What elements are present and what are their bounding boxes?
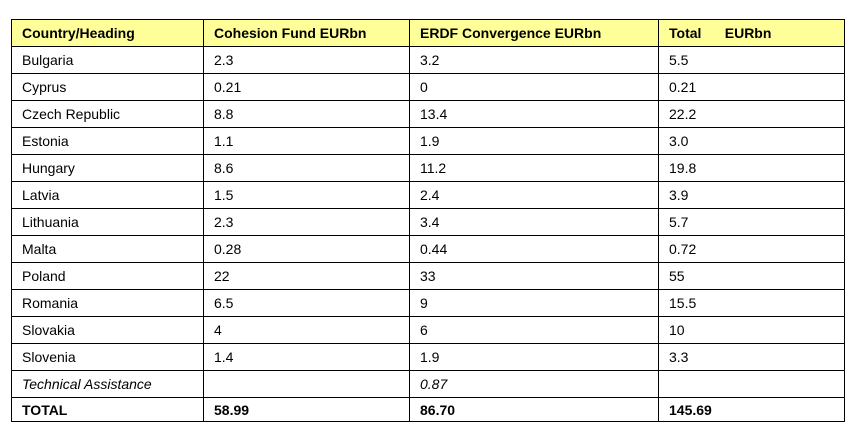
total-total: 145.69 <box>658 397 845 422</box>
funding-table: Country/Heading Cohesion Fund EURbn ERDF… <box>11 19 845 422</box>
cell-erdf: 1.9 <box>409 127 659 155</box>
cell-total: 22.2 <box>658 100 845 128</box>
cell-cohesion: 22 <box>203 262 410 290</box>
cell-country: Malta <box>11 235 204 263</box>
cell-cohesion: 1.5 <box>203 181 410 209</box>
cell-cohesion: 1.1 <box>203 127 410 155</box>
cell-erdf: 6 <box>409 316 659 344</box>
cell-cohesion: 2.3 <box>203 46 410 74</box>
cell-erdf: 33 <box>409 262 659 290</box>
cell-erdf: 9 <box>409 289 659 317</box>
table-row: Cyprus 0.21 0 0.21 <box>11 73 845 101</box>
table-row: Slovakia 4 6 10 <box>11 316 845 344</box>
cell-total: 3.0 <box>658 127 845 155</box>
table-row: Hungary 8.6 11.2 19.8 <box>11 154 845 182</box>
cell-total: 0.72 <box>658 235 845 263</box>
table-body: Bulgaria 2.3 3.2 5.5 Cyprus 0.21 0 0.21 … <box>11 46 845 398</box>
cell-total: 3.3 <box>658 343 845 371</box>
cell-country: Czech Republic <box>11 100 204 128</box>
cell-cohesion: 6.5 <box>203 289 410 317</box>
table-row: Romania 6.5 9 15.5 <box>11 289 845 317</box>
cell-erdf: 3.2 <box>409 46 659 74</box>
table-row: Slovenia 1.4 1.9 3.3 <box>11 343 845 371</box>
cell-total: 3.9 <box>658 181 845 209</box>
cell-cohesion: 8.8 <box>203 100 410 128</box>
cell-erdf: 3.4 <box>409 208 659 236</box>
cell-country: Hungary <box>11 154 204 182</box>
cell-country: Cyprus <box>11 73 204 101</box>
table-row: Poland 22 33 55 <box>11 262 845 290</box>
header-total: Total EURbn <box>658 19 845 47</box>
table-row: Estonia 1.1 1.9 3.0 <box>11 127 845 155</box>
cell-cohesion: 8.6 <box>203 154 410 182</box>
total-label: TOTAL <box>11 397 204 422</box>
cell-cohesion: 2.3 <box>203 208 410 236</box>
cell-erdf: 13.4 <box>409 100 659 128</box>
header-row: Country/Heading Cohesion Fund EURbn ERDF… <box>11 19 845 47</box>
cell-erdf: 11.2 <box>409 154 659 182</box>
table-row: Malta 0.28 0.44 0.72 <box>11 235 845 263</box>
cell-total: 15.5 <box>658 289 845 317</box>
cell-erdf: 2.4 <box>409 181 659 209</box>
total-row: TOTAL 58.99 86.70 145.69 <box>11 397 845 422</box>
table-header: Country/Heading Cohesion Fund EURbn ERDF… <box>11 19 845 47</box>
cell-country: Poland <box>11 262 204 290</box>
cell-country: Romania <box>11 289 204 317</box>
cell-country: Technical Assistance <box>11 370 204 398</box>
cell-cohesion <box>203 370 410 398</box>
cell-total: 5.7 <box>658 208 845 236</box>
header-country: Country/Heading <box>11 19 204 47</box>
table-row: Lithuania 2.3 3.4 5.7 <box>11 208 845 236</box>
header-erdf-convergence: ERDF Convergence EURbn <box>409 19 659 47</box>
table-row: Bulgaria 2.3 3.2 5.5 <box>11 46 845 74</box>
cell-country: Slovakia <box>11 316 204 344</box>
cell-country: Lithuania <box>11 208 204 236</box>
cell-erdf: 1.9 <box>409 343 659 371</box>
cell-country: Latvia <box>11 181 204 209</box>
total-erdf: 86.70 <box>409 397 659 422</box>
cell-country: Slovenia <box>11 343 204 371</box>
cell-cohesion: 4 <box>203 316 410 344</box>
cell-erdf: 0.44 <box>409 235 659 263</box>
cell-total <box>658 370 845 398</box>
table-footer: TOTAL 58.99 86.70 145.69 <box>11 397 845 422</box>
cell-total: 0.21 <box>658 73 845 101</box>
table-row: Czech Republic 8.8 13.4 22.2 <box>11 100 845 128</box>
cell-erdf: 0.87 <box>409 370 659 398</box>
cell-erdf: 0 <box>409 73 659 101</box>
cell-total: 5.5 <box>658 46 845 74</box>
header-cohesion-fund: Cohesion Fund EURbn <box>203 19 410 47</box>
cell-cohesion: 0.21 <box>203 73 410 101</box>
table-row: Latvia 1.5 2.4 3.9 <box>11 181 845 209</box>
cell-total: 10 <box>658 316 845 344</box>
cell-total: 19.8 <box>658 154 845 182</box>
table-row-technical-assistance: Technical Assistance 0.87 <box>11 370 845 398</box>
total-cohesion: 58.99 <box>203 397 410 422</box>
cell-cohesion: 1.4 <box>203 343 410 371</box>
cell-cohesion: 0.28 <box>203 235 410 263</box>
cell-country: Estonia <box>11 127 204 155</box>
cell-total: 55 <box>658 262 845 290</box>
cell-country: Bulgaria <box>11 46 204 74</box>
